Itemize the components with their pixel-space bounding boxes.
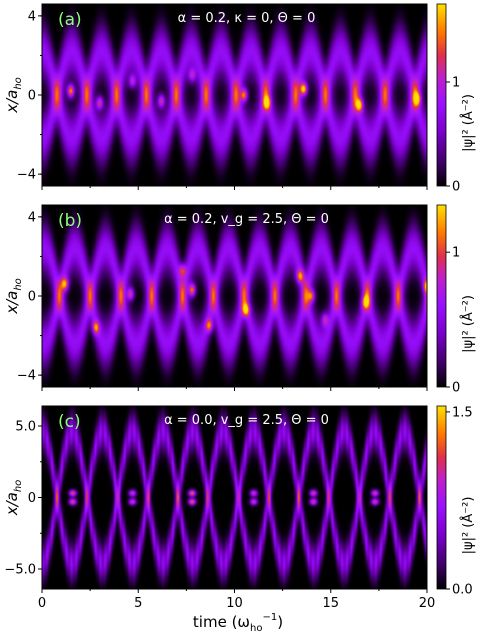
colorbar-tick-label: 1 — [452, 76, 460, 91]
panel-a: 4 0 −4 x/aho (a) α = 0.2, κ = 0, Θ = 0 0 1|ψ|² … — [3, 3, 476, 195]
colorbar-label: |ψ|² (Å⁻²) — [460, 497, 476, 555]
panel-b: 4 0 −4 x/aho (b) α = 0.2, v_g = 2.5, Θ = 0 0 1 |… — [3, 204, 476, 396]
y-tick-label: 0 — [28, 491, 36, 506]
colorbar-label: |ψ|² (Å⁻²) — [460, 94, 476, 152]
colorbar-tick-label: 0 — [452, 381, 460, 396]
colorbar-tick-label: 0.0 — [452, 583, 473, 598]
colorbar-tick-label: 0 — [452, 180, 460, 195]
y-tick-label: −4 — [17, 369, 36, 384]
panel-label: (b) — [58, 211, 82, 231]
colorbar-tick-label: 1 — [452, 246, 460, 261]
x-tick-label: 10 — [226, 596, 243, 611]
y-tick-label: 4 — [28, 210, 36, 225]
panel-title: α = 0.2, κ = 0, Θ = 0 — [178, 11, 316, 26]
y-tick-label: 4 — [28, 9, 36, 24]
colorbar: 0 1|ψ|² (Å⁻²) — [436, 3, 476, 195]
y-tick-label: 0 — [28, 89, 36, 104]
panel-title: α = 0.2, v_g = 2.5, Θ = 0 — [164, 212, 329, 227]
panel-label: (c) — [58, 412, 81, 432]
x-tick-label: 0 — [38, 596, 46, 611]
y-axis-label: x/aho — [3, 480, 24, 517]
colorbar: 0.0 1.5 |ψ|² (Å⁻²) — [436, 405, 476, 598]
x-tick-label: 5 — [134, 596, 142, 611]
colorbar-label: |ψ|² (Å⁻²) — [460, 295, 476, 353]
x-tick-label: 15 — [322, 596, 339, 611]
panel-title: α = 0.0, v_g = 2.5, Θ = 0 — [164, 413, 329, 428]
y-axis-label: x/aho — [3, 278, 24, 315]
heatmap-image — [42, 205, 427, 387]
colorbar-tick-label: 1.5 — [452, 405, 473, 420]
colorbar: 0 1 |ψ|² (Å⁻²) — [436, 204, 476, 396]
y-tick-label: −5.0 — [4, 562, 36, 577]
panel-label: (a) — [58, 10, 82, 30]
x-axis: time (ωho−1) — [193, 612, 283, 634]
panel-c: 5.0 0 −5.0 0 5 10 15 20 x/aho (c) α = 0.0, v_g = 2… — [3, 405, 476, 611]
y-tick-label: 0 — [28, 290, 36, 305]
heatmap-image — [42, 4, 427, 186]
heatmap-image — [42, 406, 427, 589]
x-axis-label: time (ωho−1) — [193, 612, 283, 634]
y-tick-label: 5.0 — [15, 420, 36, 435]
y-axis-label: x/aho — [3, 77, 24, 114]
y-tick-label: −4 — [17, 168, 36, 183]
x-tick-label: 20 — [419, 596, 436, 611]
